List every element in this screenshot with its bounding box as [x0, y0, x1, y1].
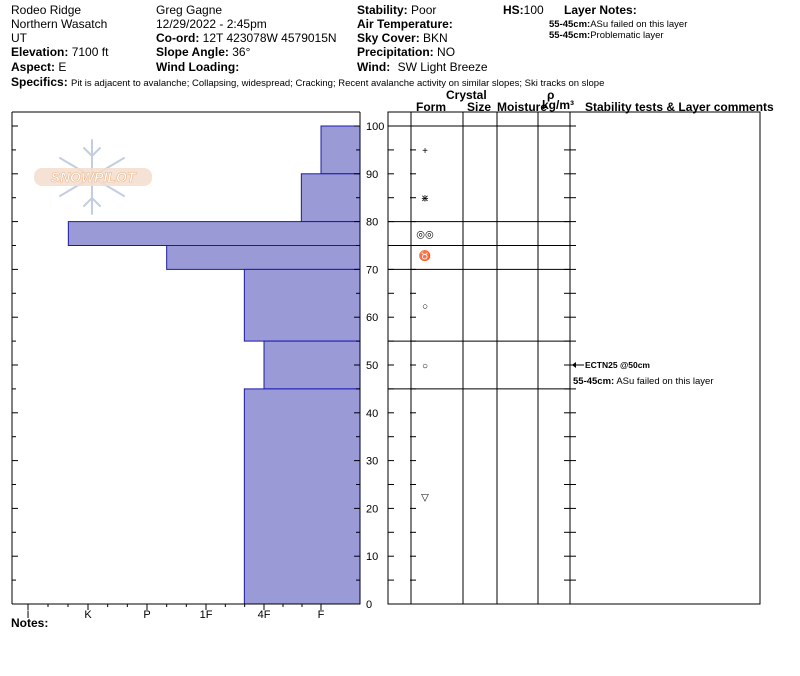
- precip-label: Precipitation:: [357, 45, 434, 59]
- wind-loading-label: Wind Loading:: [156, 60, 240, 74]
- coord-value: 12T 423078W 4579015N: [202, 31, 337, 45]
- layer-notes-title: Layer Notes:: [564, 3, 637, 17]
- y-tick-label: 30: [366, 456, 378, 468]
- wind-value: SW Light Breeze: [397, 60, 488, 74]
- density-unit-header: kg/m³: [542, 98, 575, 112]
- grain-form-symbol: ▽: [421, 492, 429, 503]
- layer-note-text: Problematic layer: [590, 30, 664, 41]
- hs-label: HS:: [503, 3, 524, 17]
- layer-note-depth: 55-45cm:: [549, 19, 591, 30]
- notes-label: Notes:: [11, 616, 49, 630]
- precip-value: NO: [437, 45, 456, 59]
- aspect-value: E: [58, 60, 67, 74]
- y-tick-label: 50: [366, 360, 378, 372]
- state: UT: [11, 31, 27, 45]
- stability-test-label: ECTN25 @50cm: [585, 360, 650, 370]
- layer-note-depth: 55-45cm:: [549, 30, 591, 41]
- rho-header: ρ: [547, 88, 555, 102]
- wind: Wind: SW Light Breeze: [357, 60, 488, 74]
- form-header: Form: [416, 100, 446, 114]
- grain-form-symbol: ○: [422, 361, 428, 372]
- crystal-header: Crystal: [446, 88, 487, 102]
- precipitation: Precipitation: NO: [357, 45, 455, 59]
- hardness-bar: [263, 340, 361, 390]
- stability: Stability: Poor: [357, 3, 436, 17]
- slope-label: Slope Angle:: [156, 45, 229, 59]
- aspect: Aspect: E: [11, 60, 66, 74]
- wind-loading: Wind Loading:: [156, 60, 239, 74]
- mountain-range: Northern Wasatch: [11, 17, 108, 31]
- grain-form-symbol: ○: [422, 301, 428, 312]
- y-tick-label: 10: [366, 551, 378, 563]
- sky-label: Sky Cover:: [357, 31, 420, 45]
- aspect-label: Aspect:: [11, 60, 56, 74]
- y-tick-label: 100: [366, 121, 384, 133]
- x-tick-label: K: [84, 609, 92, 621]
- layer-comment-depth: 55-45cm:: [573, 376, 614, 387]
- y-tick-label: 90: [366, 169, 378, 181]
- arrow-head-icon: [572, 362, 576, 368]
- x-tick-label: F: [318, 609, 325, 621]
- layer-note: 55-45cm:Problematic layer: [549, 30, 664, 41]
- specifics: Specifics: Pit is adjacent to avalanche;…: [11, 75, 604, 91]
- x-tick-label: 1F: [200, 609, 213, 621]
- elevation-label: Elevation:: [11, 45, 69, 59]
- layer-comment: 55-45cm: ASu failed on this layer: [573, 376, 714, 387]
- stability-value: Poor: [411, 3, 437, 17]
- y-tick-label: 40: [366, 408, 378, 420]
- stability-label: Stability:: [357, 3, 408, 17]
- layer-table-frame: [387, 111, 761, 605]
- elevation: Elevation: 7100 ft: [11, 45, 108, 59]
- sky-cover: Sky Cover: BKN: [357, 31, 448, 45]
- y-tick-label: 70: [366, 264, 378, 276]
- y-tick-label: 20: [366, 503, 378, 515]
- grain-form-symbol: ♉: [419, 249, 431, 262]
- air-temperature: Air Temperature:: [357, 17, 453, 31]
- specifics-label: Specifics:: [11, 75, 68, 89]
- comments-header: Stability tests & Layer comments: [585, 100, 774, 114]
- air-temp-label: Air Temperature:: [357, 17, 453, 31]
- hardness-bar: [243, 388, 361, 605]
- y-tick-label: 0: [366, 599, 372, 611]
- specifics-value: Pit is adjacent to avalanche; Collapsing…: [71, 78, 605, 89]
- coordinates: Co-ord: 12T 423078W 4579015N: [156, 31, 337, 45]
- hardness-bar: [166, 245, 361, 270]
- grain-form-symbol: +: [422, 146, 428, 157]
- hs-value: 100: [523, 3, 544, 17]
- layer-note: 55-45cm:ASu failed on this layer: [549, 19, 687, 30]
- slope-angle: Slope Angle: 36°: [156, 45, 250, 59]
- x-tick-label: I: [26, 609, 29, 621]
- hardness-bar: [320, 125, 361, 175]
- x-tick-label: 4F: [258, 609, 271, 621]
- moisture-header: Moisture: [497, 100, 548, 114]
- hardness-bar: [243, 268, 361, 342]
- location-name: Rodeo Ridge: [11, 3, 82, 17]
- elevation-value: 7100 ft: [71, 45, 109, 59]
- grain-form-symbol: ⋇: [421, 194, 429, 205]
- grain-form-symbol: ◎◎: [416, 230, 434, 241]
- x-tick-label: P: [143, 609, 150, 621]
- snow-height: HS:100: [503, 3, 544, 17]
- y-tick-label: 60: [366, 312, 378, 324]
- hardness-bar: [300, 173, 361, 223]
- observation-datetime: 12/29/2022 - 2:45pm: [156, 17, 267, 31]
- wind-label: Wind:: [357, 60, 391, 74]
- coord-label: Co-ord:: [156, 31, 200, 45]
- observer-name: Greg Gagne: [156, 3, 223, 17]
- layer-note-text: ASu failed on this layer: [590, 19, 688, 30]
- slope-value: 36°: [232, 45, 251, 59]
- sky-value: BKN: [423, 31, 448, 45]
- hardness-bar: [67, 221, 361, 247]
- size-header: Size: [467, 100, 492, 114]
- layer-comment-text: ASu failed on this layer: [614, 376, 713, 387]
- y-tick-label: 80: [366, 217, 378, 229]
